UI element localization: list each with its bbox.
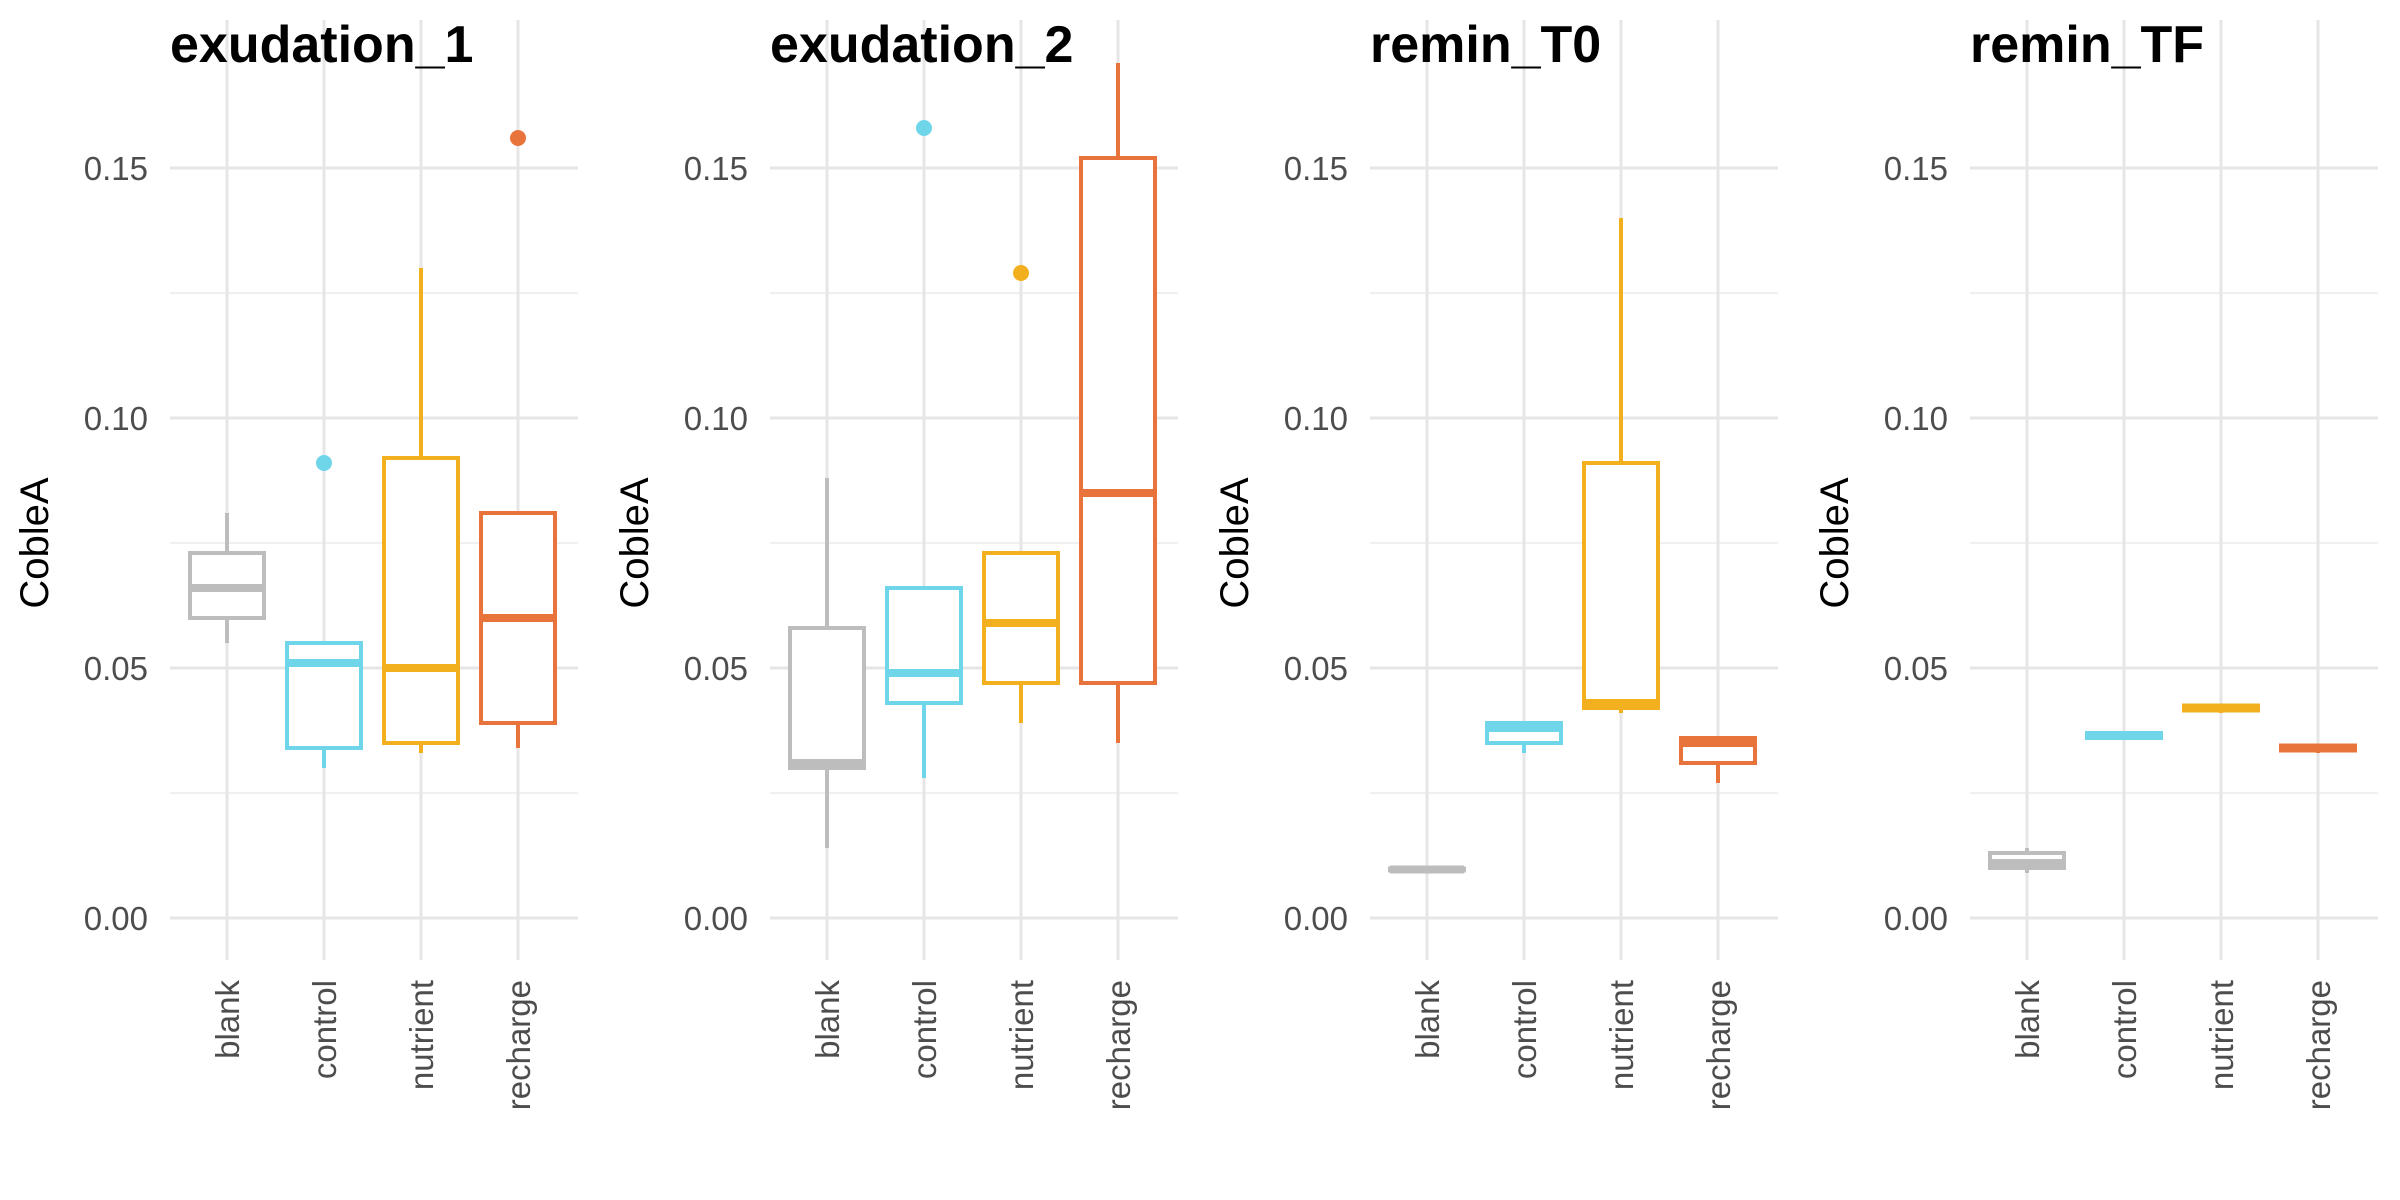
y-tick-label: 0.15 [1284, 150, 1348, 187]
x-tick-label-control: control [1506, 980, 1543, 1079]
box-body [285, 641, 363, 750]
x-tick-label-control: control [2106, 980, 2143, 1079]
box-body [788, 626, 866, 770]
x-tick-label-blank: blank [1409, 980, 1446, 1059]
panel-title: exudation_2 [770, 16, 1073, 74]
box-blank [1388, 865, 1466, 874]
box-recharge [1079, 63, 1157, 743]
box-body [1582, 461, 1660, 710]
outlier-point [510, 130, 526, 146]
outlier-point [916, 120, 932, 136]
x-tick-label-blank: blank [2009, 980, 2046, 1059]
box-nutrient [1582, 218, 1660, 713]
box-recharge [2279, 743, 2357, 753]
y-tick-label: 0.10 [1884, 400, 1948, 437]
box-body [982, 551, 1060, 685]
y-axis-title: CobleA [613, 477, 657, 609]
x-tick-label-nutrient: nutrient [2203, 980, 2240, 1090]
y-tick-label: 0.10 [1284, 400, 1348, 437]
y-axis-title: CobleA [13, 477, 57, 609]
box-control [1485, 721, 1563, 753]
x-tick-label-blank: blank [809, 980, 846, 1059]
box-nutrient [2182, 703, 2260, 713]
x-tick-label-nutrient: nutrient [1603, 980, 1640, 1090]
y-tick-label: 0.00 [1884, 900, 1948, 937]
box-blank [188, 513, 266, 643]
box-control [885, 120, 963, 778]
x-tick-label-recharge: recharge [1700, 980, 1737, 1110]
panel-title: remin_TF [1970, 16, 2204, 74]
y-axis-title: CobleA [1813, 477, 1857, 609]
box-nutrient [982, 265, 1060, 723]
box-recharge [479, 130, 557, 748]
y-tick-label: 0.05 [1284, 650, 1348, 687]
x-tick-label-control: control [306, 980, 343, 1079]
y-tick-label: 0.10 [84, 400, 148, 437]
y-axis-title: CobleA [1213, 477, 1257, 609]
y-tick-label: 0.05 [84, 650, 148, 687]
y-tick-label: 0.00 [84, 900, 148, 937]
x-tick-label-recharge: recharge [500, 980, 537, 1110]
panel-title: remin_T0 [1370, 16, 1601, 74]
box-nutrient [382, 268, 460, 753]
y-tick-label: 0.05 [684, 650, 748, 687]
x-tick-label-blank: blank [209, 980, 246, 1059]
y-tick-label: 0.15 [84, 150, 148, 187]
x-tick-label-nutrient: nutrient [403, 980, 440, 1090]
y-tick-label: 0.15 [1884, 150, 1948, 187]
x-tick-label-recharge: recharge [1100, 980, 1137, 1110]
box-body [382, 456, 460, 745]
box-control [285, 455, 363, 768]
x-tick-label-nutrient: nutrient [1003, 980, 1040, 1090]
y-tick-label: 0.00 [684, 900, 748, 937]
outlier-point [316, 455, 332, 471]
y-tick-label: 0.15 [684, 150, 748, 187]
outlier-point [1013, 265, 1029, 281]
panel-title: exudation_1 [170, 16, 473, 74]
box-body [885, 586, 963, 705]
box-control [2085, 731, 2163, 740]
box-recharge [1679, 736, 1757, 783]
y-tick-label: 0.05 [1884, 650, 1948, 687]
x-tick-label-control: control [906, 980, 943, 1079]
box-blank [788, 478, 866, 848]
x-tick-label-recharge: recharge [2300, 980, 2337, 1110]
box-blank [1988, 848, 2066, 873]
box-body [1079, 156, 1157, 685]
y-tick-label: 0.00 [1284, 900, 1348, 937]
y-tick-label: 0.10 [684, 400, 748, 437]
